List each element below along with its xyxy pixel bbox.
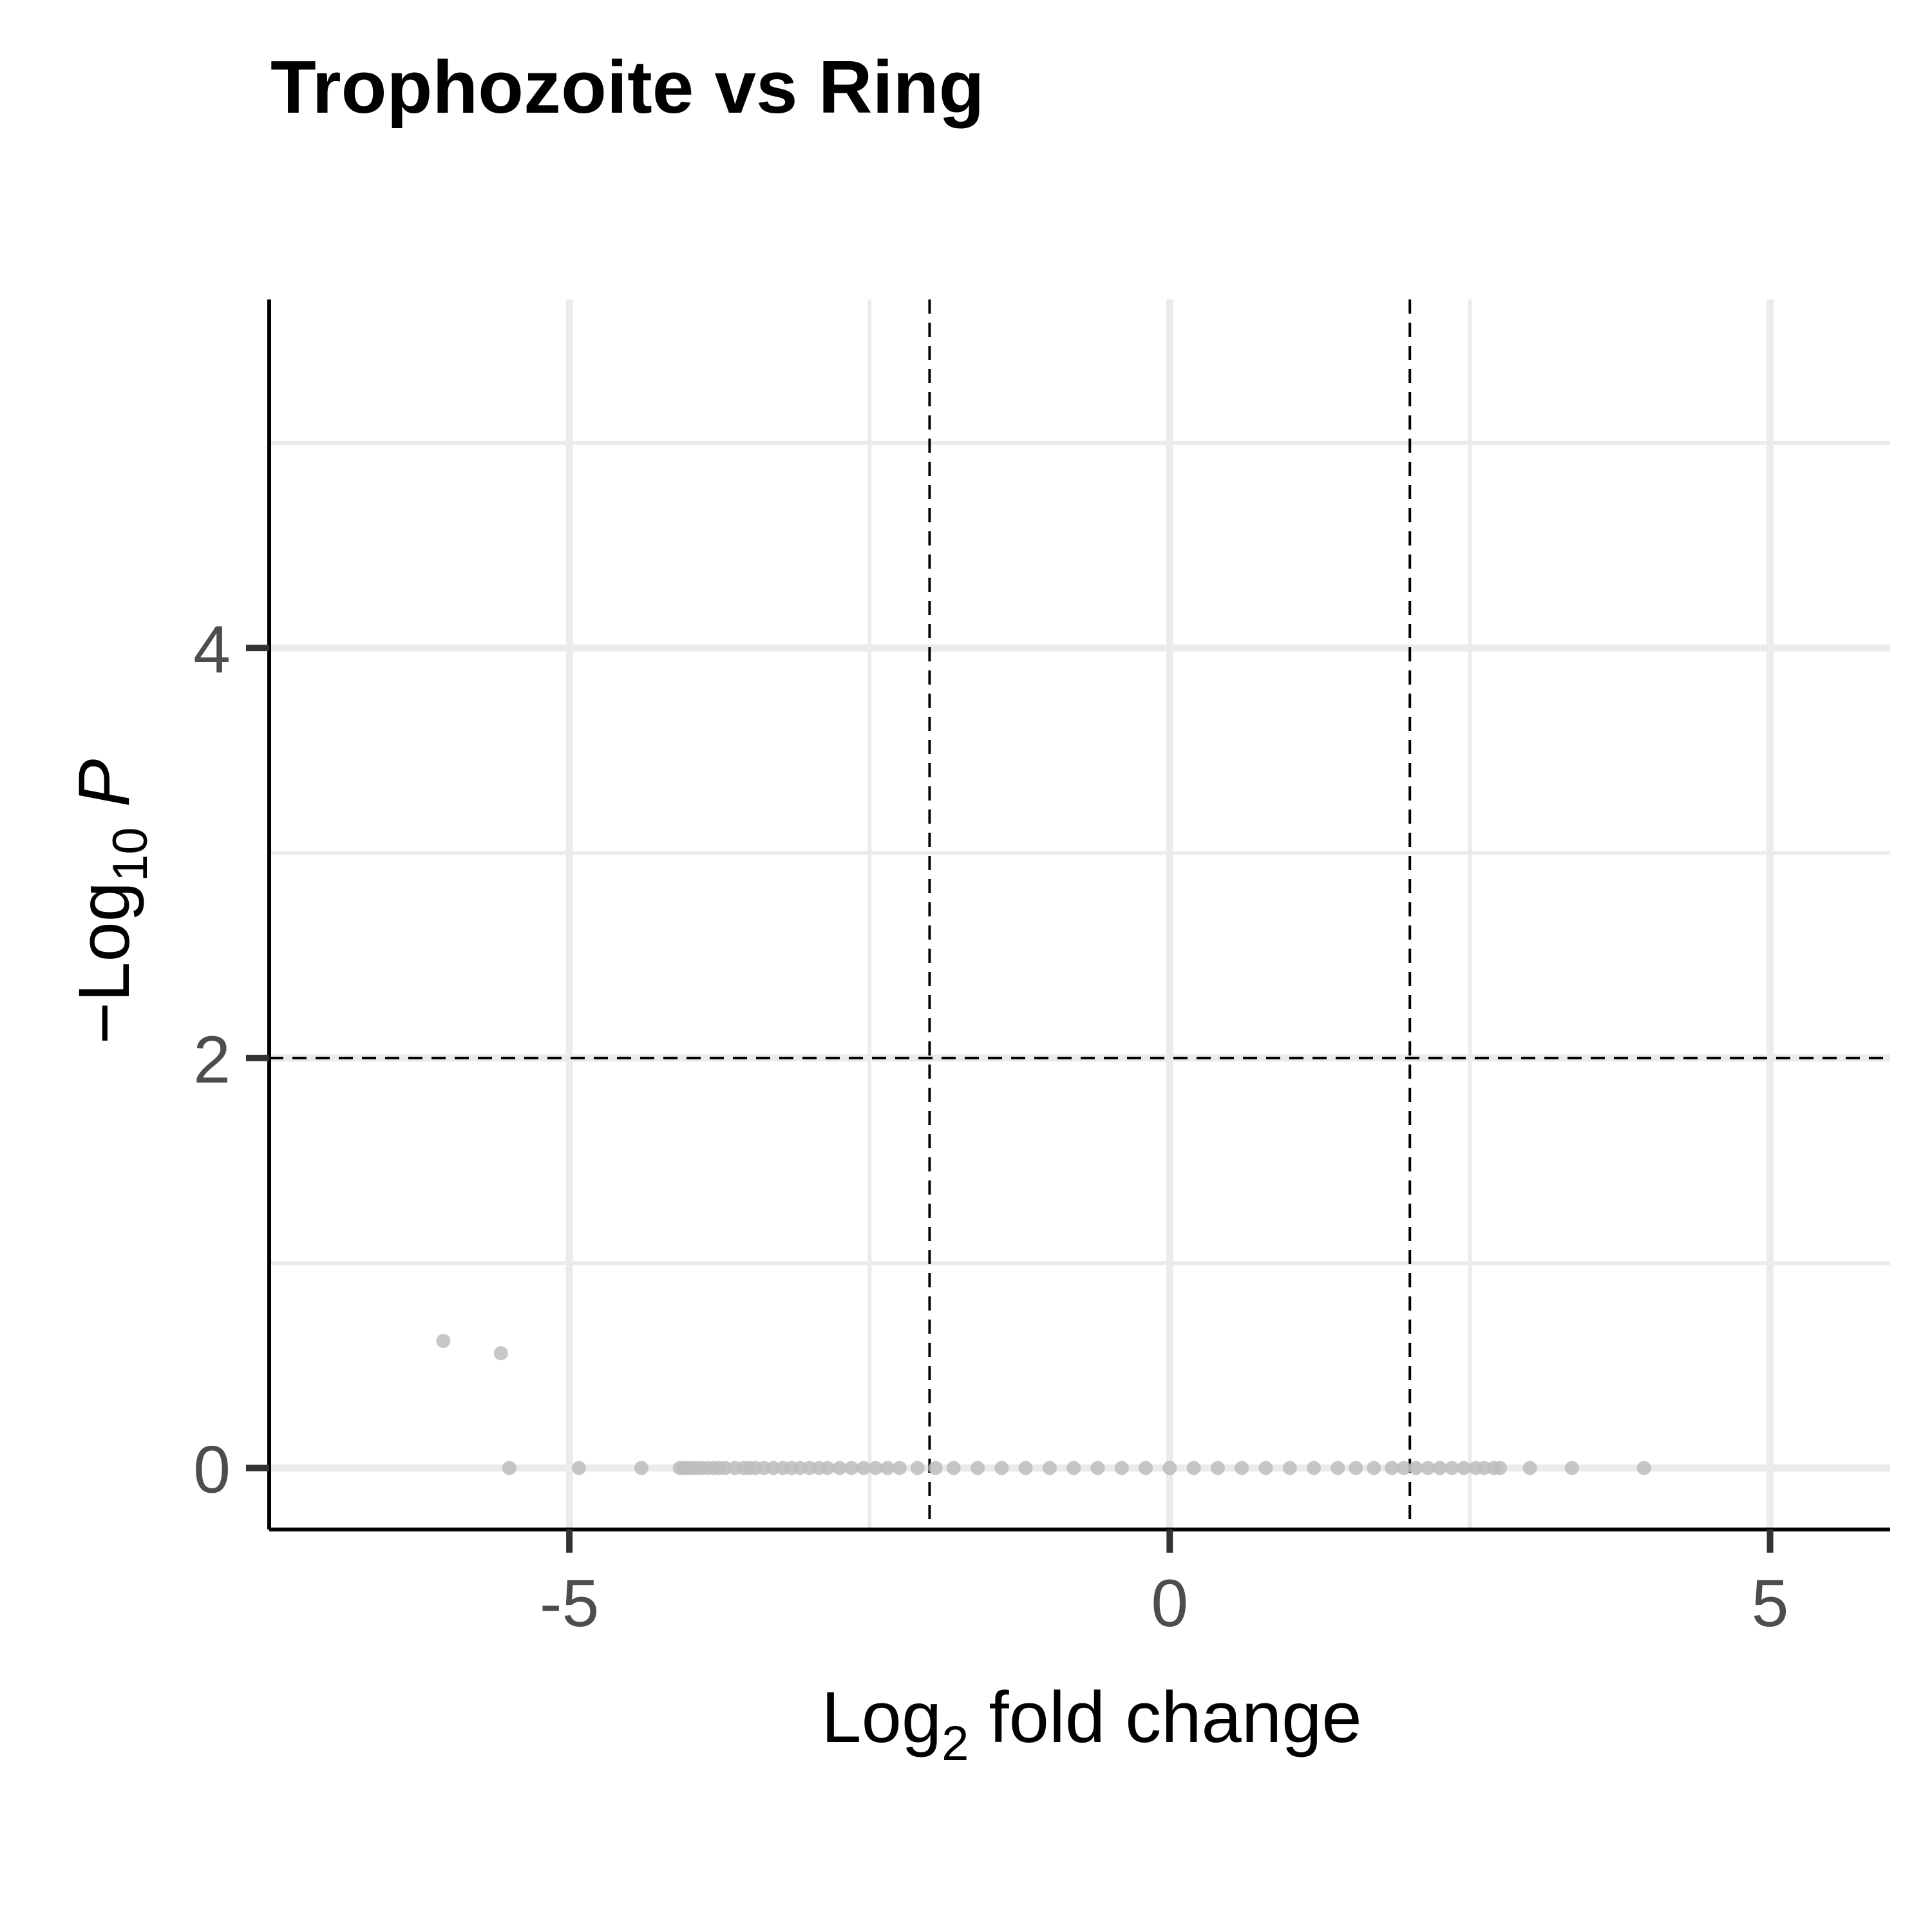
data-point xyxy=(1331,1461,1345,1475)
data-point xyxy=(868,1461,883,1475)
data-point xyxy=(1522,1461,1537,1475)
data-point xyxy=(946,1461,961,1475)
data-point xyxy=(1349,1461,1363,1475)
data-point xyxy=(1636,1461,1651,1475)
chart-title: Trophozoite vs Ring xyxy=(270,45,984,129)
tick-labels: 0 2 4 -5 0 5 xyxy=(193,612,1788,1641)
data-point xyxy=(1564,1461,1579,1475)
data-point xyxy=(880,1461,895,1475)
axes xyxy=(246,299,1890,1553)
y-axis-title: −Log10 P xyxy=(64,759,158,1045)
data-point xyxy=(1018,1461,1033,1475)
data-point xyxy=(1421,1461,1435,1475)
data-point xyxy=(1235,1461,1249,1475)
data-point xyxy=(1367,1461,1381,1475)
x-tick-label: -5 xyxy=(540,1566,599,1641)
data-point xyxy=(832,1461,847,1475)
data-point xyxy=(1162,1461,1177,1475)
data-point xyxy=(910,1461,925,1475)
y-tick-label: 2 xyxy=(193,1023,231,1097)
data-point xyxy=(502,1461,516,1475)
data-point xyxy=(1457,1461,1472,1475)
data-point xyxy=(1114,1461,1129,1475)
data-point xyxy=(820,1461,835,1475)
data-point xyxy=(1385,1461,1399,1475)
data-point xyxy=(572,1461,587,1475)
data-point xyxy=(493,1346,508,1361)
data-point xyxy=(1090,1461,1105,1475)
y-tick-label: 0 xyxy=(193,1433,231,1508)
x-tick-label: 5 xyxy=(1752,1566,1789,1641)
data-point xyxy=(856,1461,871,1475)
data-point xyxy=(844,1461,859,1475)
data-point xyxy=(1493,1461,1508,1475)
grid xyxy=(267,299,1890,1530)
x-axis-title: Log2 fold change xyxy=(821,1677,1361,1771)
y-tick-label: 4 xyxy=(193,612,231,687)
data-point xyxy=(1042,1461,1057,1475)
data-point xyxy=(994,1461,1009,1475)
data-point xyxy=(436,1334,451,1349)
threshold-lines xyxy=(269,299,1890,1530)
data-point xyxy=(1307,1461,1321,1475)
data-point xyxy=(1210,1461,1225,1475)
data-point xyxy=(1066,1461,1081,1475)
data-point xyxy=(928,1461,943,1475)
data-point xyxy=(1408,1461,1423,1475)
data-point xyxy=(1186,1461,1201,1475)
data-point xyxy=(1282,1461,1297,1475)
x-tick-label: 0 xyxy=(1151,1566,1188,1641)
data-point xyxy=(1258,1461,1273,1475)
data-point xyxy=(634,1461,649,1475)
data-point xyxy=(1444,1461,1459,1475)
data-point xyxy=(892,1461,907,1475)
data-point xyxy=(971,1461,985,1475)
data-points xyxy=(436,1334,1651,1475)
data-point xyxy=(1139,1461,1153,1475)
data-point xyxy=(1396,1461,1411,1475)
data-point xyxy=(1432,1461,1447,1475)
